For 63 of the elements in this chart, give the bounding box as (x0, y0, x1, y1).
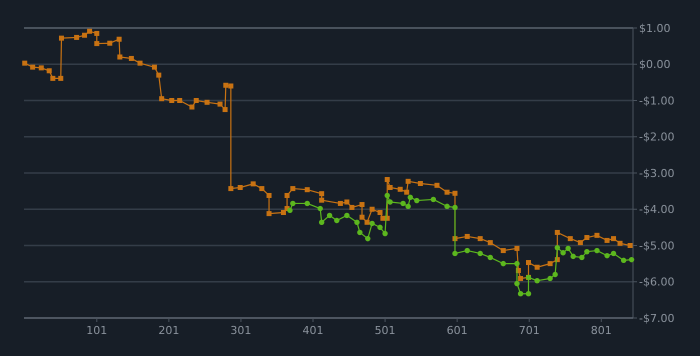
point (414, 198, 420, 204)
point (500, 260, 506, 266)
point (365, 236, 370, 242)
x-tick-label: 701 (518, 324, 540, 337)
x-tick-label: 501 (374, 324, 396, 337)
point (344, 212, 350, 218)
y-tick-label: $0.00 (639, 58, 670, 72)
point (452, 204, 458, 210)
point (405, 204, 411, 210)
point (430, 196, 436, 202)
x-tick-label: 301 (230, 324, 252, 337)
y-tick-label: -$4.00 (639, 203, 674, 216)
point (554, 244, 560, 250)
point (464, 248, 470, 254)
point (452, 250, 458, 256)
point (579, 254, 585, 260)
point (354, 220, 360, 225)
point (628, 256, 634, 262)
point (326, 212, 332, 218)
point (318, 206, 323, 212)
point (478, 250, 483, 256)
point (290, 200, 296, 206)
point (382, 230, 388, 236)
point (377, 224, 383, 230)
point (547, 276, 553, 282)
point (488, 254, 493, 260)
point (560, 250, 566, 256)
y-tick-label: -$5.00 (639, 239, 674, 252)
point (620, 258, 626, 264)
y-tick-label: $1.00 (639, 22, 670, 35)
point (552, 272, 558, 278)
y-tick-label: -$7.00 (639, 312, 674, 325)
y-tick-label: -$3.00 (639, 166, 674, 180)
x-tick-label: 801 (590, 324, 612, 337)
point (304, 200, 310, 206)
point (570, 254, 576, 260)
point (514, 260, 520, 266)
point (444, 204, 450, 210)
point (400, 200, 406, 206)
x-tick-label: 201 (158, 324, 180, 337)
point (584, 248, 590, 254)
x-tick-label: 601 (446, 324, 468, 337)
point (565, 246, 571, 252)
point (287, 208, 293, 214)
point (369, 220, 375, 226)
point (387, 199, 393, 205)
point (334, 218, 340, 224)
point (518, 291, 524, 296)
point (534, 278, 540, 284)
y-tick-label: -$2.00 (639, 130, 674, 144)
x-tick-label: 401 (302, 324, 324, 337)
y-tick-label: -$6.00 (639, 276, 674, 289)
point (594, 248, 600, 254)
point (526, 291, 532, 296)
point (610, 250, 616, 256)
x-tick-label: 101 (86, 324, 108, 337)
y-tick-label: -$1.00 (639, 94, 674, 108)
point (604, 252, 610, 258)
point (357, 230, 363, 236)
point (384, 192, 390, 198)
point (514, 280, 520, 286)
point (318, 220, 324, 225)
point (408, 194, 413, 200)
